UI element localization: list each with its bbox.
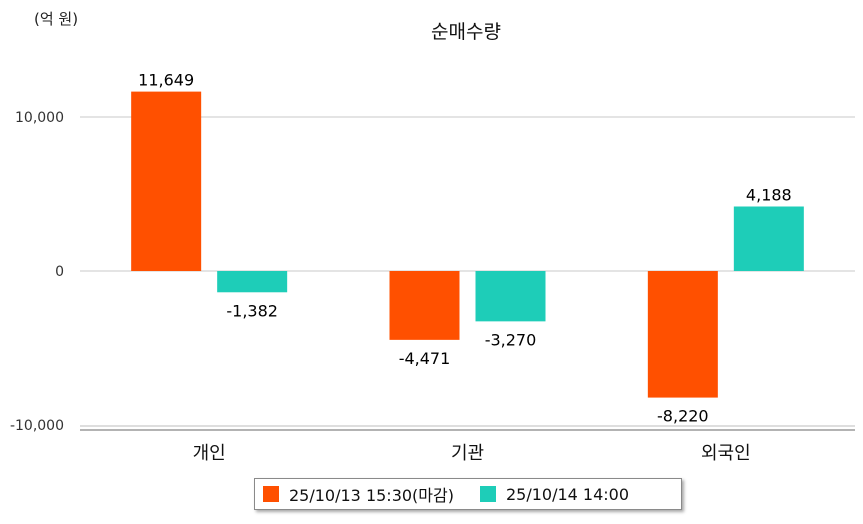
- bar-s1-2: [647, 271, 718, 398]
- legend: 25/10/13 15:30(마감) 25/10/14 14:00: [254, 478, 682, 510]
- bar-s2-1: [475, 271, 546, 322]
- bar-s2-0: [217, 271, 288, 293]
- x-axis: 개인 기관 외국인: [80, 425, 855, 464]
- y-tick-label-2: 10,000: [15, 110, 64, 126]
- data-label-s2-2: 4,188: [746, 186, 792, 205]
- bar-s1-1: [389, 271, 460, 340]
- data-label-s1-2: -8,220: [657, 407, 709, 426]
- chart-title: 순매수량: [431, 21, 501, 43]
- legend-item-2[interactable]: 25/10/14 14:00: [479, 484, 630, 504]
- y-tick-label-1: 0: [55, 264, 64, 280]
- y-tick-label-0: -10,000: [10, 418, 64, 434]
- bar-s2-2: [733, 206, 804, 271]
- bar-s1-0: [131, 91, 202, 271]
- x-tick-label-2: 외국인: [701, 443, 751, 464]
- data-label-s1-0: 11,649: [138, 71, 194, 90]
- legend-label-2: 25/10/14 14:00: [505, 484, 630, 504]
- legend-item-1[interactable]: 25/10/13 15:30(마감): [263, 482, 454, 506]
- legend-swatch-1: [263, 486, 279, 502]
- data-label-s2-1: -3,270: [485, 330, 537, 349]
- x-tick-label-0: 개인: [193, 443, 226, 464]
- legend-label-1: 25/10/13 15:30(마감): [289, 486, 454, 505]
- labels-layer: 11,649 -1,382 -4,471 -3,270 -8,220 4,188: [138, 71, 792, 426]
- unit-label: (억 원): [34, 10, 78, 28]
- grid-layer: -10,000 0 10,000: [10, 110, 855, 434]
- legend-swatch-2: [479, 486, 496, 502]
- bars-layer: [131, 91, 804, 398]
- data-label-s1-1: -4,471: [399, 349, 451, 368]
- data-label-s2-0: -1,382: [226, 301, 278, 320]
- x-tick-label-1: 기관: [451, 443, 484, 464]
